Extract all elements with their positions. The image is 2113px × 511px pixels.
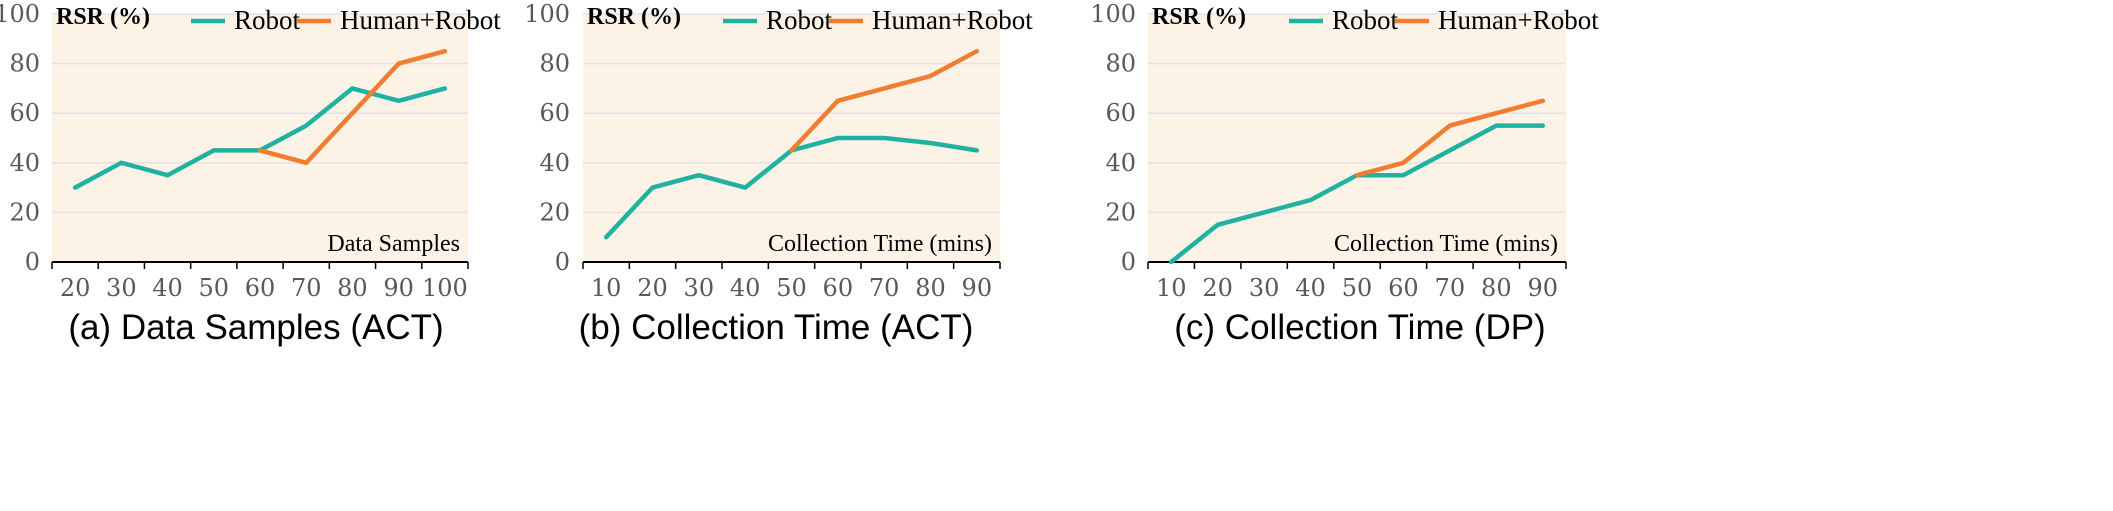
chart-panel-1: 0 20 40 60 80 100 20 30 40 50 60 70 80 90 100 RSR (%) Da… (0, 0, 501, 347)
x-tick-label: 80 (337, 274, 368, 302)
legend-label-human-robot: Human+Robot (340, 5, 501, 35)
y-tick-label: 100 (0, 0, 40, 28)
y-tick-label: 40 (9, 149, 40, 177)
x-tick-label: 90 (1528, 274, 1559, 302)
y-tick-label: 100 (524, 0, 570, 28)
y-tick-label: 40 (539, 149, 570, 177)
x-tick-label: 30 (1249, 274, 1280, 302)
legend: Robot Human+Robot (191, 5, 501, 35)
chart-panel-3: 0 20 40 60 80 100 10 20 30 40 50 60 70 80 90 RSR (%) Col… (1090, 0, 1599, 347)
x-axis-label: Data Samples (327, 231, 460, 257)
x-tick-label: 60 (823, 274, 854, 302)
y-tick-label: 20 (539, 198, 570, 226)
x-tick-label: 80 (915, 274, 946, 302)
x-tick-label: 20 (60, 274, 91, 302)
chart-caption: (b) Collection Time (ACT) (579, 308, 974, 347)
y-tick-label: 80 (1105, 50, 1136, 78)
series-line-human-robot (789, 48, 980, 153)
chart-caption: (a) Data Samples (ACT) (68, 308, 443, 347)
legend: Robot Human+Robot (1289, 5, 1599, 35)
y-axis-label: RSR (%) (56, 4, 150, 30)
x-tick-label: 80 (1481, 274, 1512, 302)
y-axis-label: RSR (%) (1152, 4, 1246, 30)
x-tick-label: 10 (591, 274, 622, 302)
y-tick-label: 80 (9, 50, 40, 78)
y-tick-label: 60 (539, 99, 570, 127)
legend-label-robot: Robot (234, 5, 301, 35)
y-tick-label: 100 (1090, 0, 1136, 28)
y-tick-label: 60 (9, 99, 40, 127)
legend-label-robot: Robot (766, 5, 833, 35)
y-tick-label: 0 (1121, 248, 1136, 276)
legend-label-human-robot: Human+Robot (1438, 5, 1599, 35)
x-tick-label: 30 (684, 274, 715, 302)
plot-area (52, 14, 468, 262)
x-tick-label: 60 (1388, 274, 1419, 302)
x-tick-label: 70 (1435, 274, 1466, 302)
x-tick-label: 40 (730, 274, 761, 302)
plot-area (1148, 14, 1566, 262)
x-tick-label: 90 (383, 274, 414, 302)
y-tick-label: 40 (1105, 149, 1136, 177)
x-tick-label: 20 (637, 274, 668, 302)
x-tick-label: 50 (776, 274, 807, 302)
x-axis-label: Collection Time (mins) (1334, 231, 1558, 257)
series-line-human-robot (1354, 98, 1546, 178)
x-tick-label: 30 (106, 274, 137, 302)
x-tick-label: 100 (422, 274, 468, 302)
x-tick-label: 40 (1295, 274, 1326, 302)
x-tick-label: 60 (245, 274, 276, 302)
legend-label-robot: Robot (1332, 5, 1399, 35)
y-tick-label: 80 (539, 50, 570, 78)
y-axis-label: RSR (%) (587, 4, 681, 30)
series-line-human-robot (257, 48, 448, 166)
x-tick-label: 50 (1342, 274, 1373, 302)
x-tick-label: 90 (962, 274, 993, 302)
x-tick-label: 70 (869, 274, 900, 302)
chart-panel-2: 0 20 40 60 80 100 10 20 30 40 50 60 70 80 90 RSR (%) Col… (524, 0, 1033, 347)
x-tick-label: 70 (291, 274, 322, 302)
x-tick-label: 50 (199, 274, 230, 302)
x-tick-label: 10 (1156, 274, 1187, 302)
legend: Robot Human+Robot (723, 5, 1033, 35)
y-tick-label: 60 (1105, 99, 1136, 127)
x-tick-label: 40 (152, 274, 183, 302)
x-axis-label: Collection Time (mins) (768, 231, 992, 257)
y-tick-label: 20 (9, 198, 40, 226)
y-tick-label: 0 (555, 248, 570, 276)
chart-caption: (c) Collection Time (DP) (1174, 308, 1545, 347)
plot-area (583, 14, 1000, 262)
legend-label-human-robot: Human+Robot (872, 5, 1033, 35)
y-tick-label: 20 (1105, 198, 1136, 226)
x-tick-label: 20 (1202, 274, 1233, 302)
y-tick-label: 0 (25, 248, 40, 276)
